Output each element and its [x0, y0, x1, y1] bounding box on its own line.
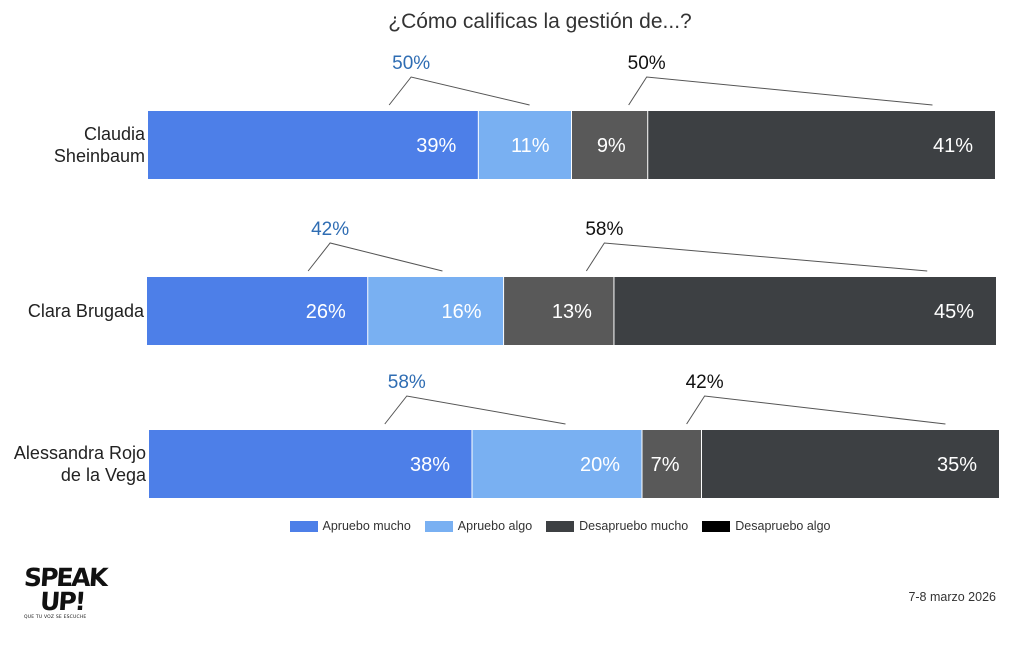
bar-value-label: 7%: [651, 454, 680, 476]
legend-item: Desapruebo algo: [702, 519, 830, 533]
bar-segment: [613, 277, 996, 345]
bar-value-label: 45%: [934, 301, 974, 323]
legend-label: Apruebo mucho: [322, 519, 411, 533]
legend-swatch: [546, 520, 575, 532]
bar-segment: [478, 111, 572, 179]
bar-value-label: 20%: [580, 454, 620, 476]
bar-value-label: 11%: [511, 135, 550, 157]
bar-segment: [571, 111, 648, 179]
bar-segment: [647, 111, 995, 179]
bar-segment: [367, 277, 504, 345]
bar-segment: [147, 277, 368, 345]
legend: Apruebo mucho Apruebo algo Desapruebo much…: [0, 519, 1024, 533]
legend-item: Desapruebo mucho: [546, 519, 688, 533]
disapprove-bracket: [628, 76, 933, 106]
disapprove-bracket: [686, 395, 946, 425]
disapprove-total-label: 50%: [628, 53, 666, 74]
bar-segment: [503, 277, 614, 345]
bar-value-label: 16%: [442, 301, 482, 323]
logo-tagline: QUE TU VOZ SE ESCUCHE: [24, 615, 87, 620]
chart-title: ¿Cómo calificas la gestión de...?: [388, 10, 692, 33]
logo-line2: UP!: [39, 587, 86, 616]
legend-label: Apruebo algo: [457, 519, 533, 533]
approve-bracket: [388, 76, 530, 106]
bar-value-label: 9%: [597, 135, 626, 157]
bar-value-label: 13%: [552, 301, 592, 323]
legend-item: Apruebo mucho: [289, 519, 411, 533]
bar-segment: [642, 430, 702, 498]
bar-value-label: 35%: [937, 454, 977, 476]
row-label-line: Claudia: [83, 124, 145, 144]
legend-item: Apruebo algo: [424, 519, 533, 533]
row-label: Claudia Sheinbaum: [54, 123, 145, 167]
bar-segment: [148, 111, 479, 179]
disapprove-total-label: 58%: [585, 219, 623, 240]
row-label-line: de la Vega: [60, 465, 146, 485]
approve-bracket: [384, 395, 566, 425]
legend-label: Desapruebo algo: [735, 519, 831, 533]
bar-segment: [149, 430, 472, 498]
legend-swatch: [702, 520, 731, 532]
legend-label: Desapruebo mucho: [579, 519, 689, 533]
bar-segment: [701, 430, 999, 498]
legend-swatch: [424, 520, 453, 532]
bar-segment: [472, 430, 642, 498]
date-note: 7-8 marzo 2026: [908, 590, 996, 604]
approve-total-label: 42%: [311, 219, 349, 240]
bar-value-label: 38%: [410, 454, 450, 476]
approve-total-label: 58%: [388, 372, 426, 393]
bar-value-label: 26%: [306, 301, 346, 323]
approve-bracket: [307, 242, 443, 272]
speakup-logo: SPEAK UP! QUE TU VOZ SE ESCUCHE: [23, 563, 114, 632]
disapprove-bracket: [585, 242, 928, 272]
row-label: Clara Brugada: [28, 300, 144, 322]
legend-swatch: [289, 520, 318, 532]
row-label-line: Sheinbaum: [53, 146, 145, 166]
bar-value-label: 41%: [933, 135, 973, 157]
disapprove-total-label: 42%: [686, 372, 724, 393]
approve-total-label: 50%: [392, 53, 430, 74]
row-label: Alessandra Rojo de la Vega: [14, 442, 146, 486]
row-label-line: Alessandra Rojo: [13, 443, 146, 463]
bar-value-label: 39%: [416, 135, 456, 157]
row-label-line: Clara Brugada: [27, 301, 144, 321]
